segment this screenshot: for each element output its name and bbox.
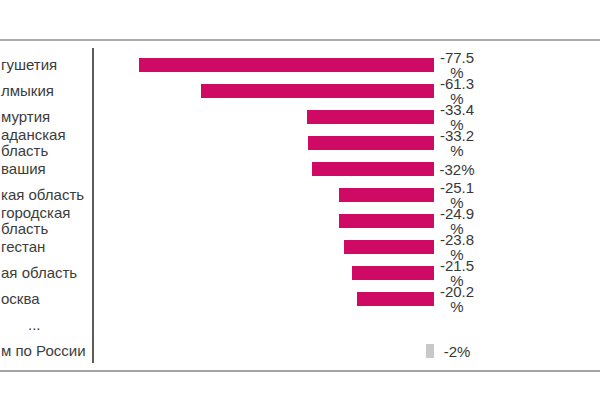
bar xyxy=(357,292,434,306)
category-label: лмыкия xyxy=(1,83,54,99)
category-label: осква xyxy=(1,291,40,307)
bar-chart: гушетия-77.5 %лмыкия-61.3 %муртия-33.4 %… xyxy=(0,0,600,400)
bar xyxy=(308,136,434,150)
bar xyxy=(339,188,434,202)
top-divider-line xyxy=(0,39,600,41)
category-label: ая область xyxy=(1,265,77,281)
category-label: гестан xyxy=(1,239,45,255)
category-label: кая область xyxy=(1,187,84,203)
bar xyxy=(201,84,434,98)
value-label: -33.2 % xyxy=(436,128,478,158)
category-label: муртия xyxy=(1,109,50,125)
total-bar xyxy=(426,344,434,358)
bar xyxy=(352,266,434,280)
bar xyxy=(344,240,434,254)
value-label: -20.2 % xyxy=(436,284,478,314)
category-label: городская бласть xyxy=(1,205,70,237)
bottom-divider-line xyxy=(0,370,600,372)
category-label: аданская бласть xyxy=(1,127,66,159)
category-label: гушетия xyxy=(1,57,57,73)
bar xyxy=(312,162,434,176)
bar xyxy=(339,214,434,228)
bar xyxy=(139,58,434,72)
value-label: -32% xyxy=(436,162,478,177)
category-label: ... xyxy=(28,317,41,333)
category-label: м по России xyxy=(1,343,86,359)
value-label: -2% xyxy=(436,344,478,359)
category-label: вашия xyxy=(1,161,46,177)
bar xyxy=(307,110,434,124)
category-axis-line xyxy=(92,48,94,363)
